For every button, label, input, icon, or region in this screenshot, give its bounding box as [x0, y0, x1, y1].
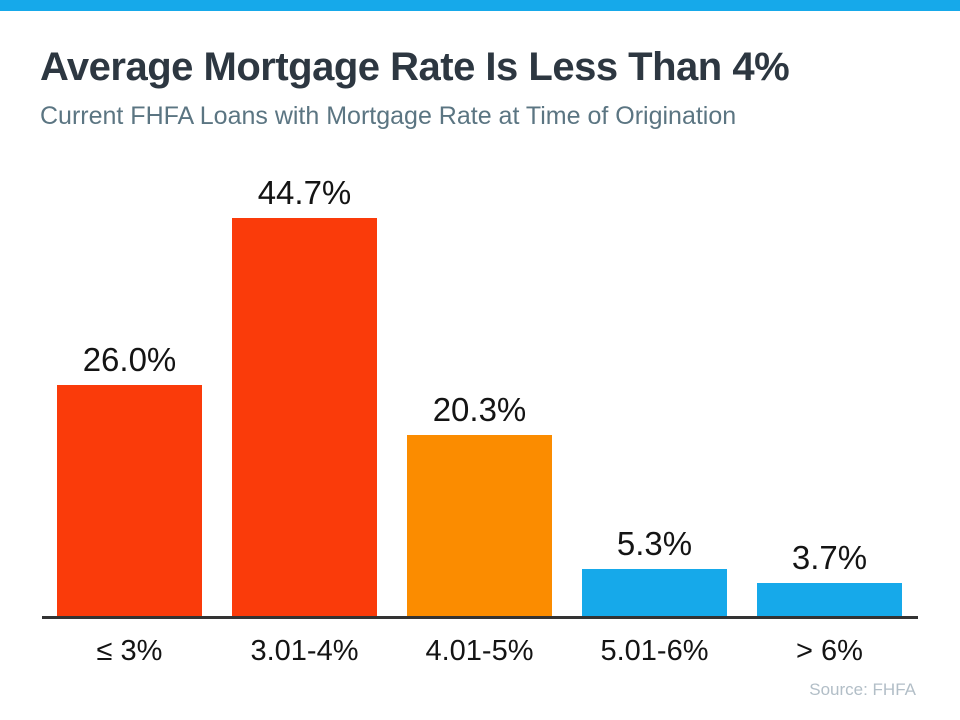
bar [582, 569, 727, 616]
bar-column: 3.7% [757, 538, 902, 616]
bar-value-label: 5.3% [616, 524, 693, 562]
source-note: Source: FHFA [809, 680, 916, 699]
header: Average Mortgage Rate Is Less Than 4% Cu… [40, 11, 920, 131]
bar-value-label: 20.3% [432, 390, 527, 428]
x-axis-tick-label: > 6% [796, 635, 863, 667]
bar-value-label: 26.0% [82, 340, 177, 378]
page-title: Average Mortgage Rate Is Less Than 4% [40, 45, 790, 89]
bars-row: 26.0% 44.7% 20.3% 5.3% 3.7% [42, 170, 918, 616]
bar [232, 218, 377, 616]
x-axis-tick-label: 5.01-6% [600, 635, 709, 667]
bar-value-label: 44.7% [257, 173, 352, 211]
x-axis-tick-label: 3.01-4% [250, 635, 359, 667]
x-axis-tick-label: ≤ 3% [96, 635, 163, 667]
bar-column: 5.3% [582, 524, 727, 616]
page-subtitle: Current FHFA Loans with Mortgage Rate at… [40, 102, 737, 130]
bar-chart: 26.0% 44.7% 20.3% 5.3% 3.7% ≤ 3% 3.01-4% 4.01-… [42, 170, 918, 668]
x-axis-tick-labels: ≤ 3% 3.01-4% 4.01-5% 5.01-6% > 6% [42, 619, 918, 668]
bar [57, 385, 202, 616]
bar-value-label: 3.7% [791, 538, 868, 576]
bar [757, 583, 902, 616]
bar [407, 435, 552, 616]
bar-column: 20.3% [407, 390, 552, 616]
bar-column: 44.7% [232, 173, 377, 616]
x-axis-line [42, 616, 918, 619]
x-axis-tick-label: 4.01-5% [425, 635, 534, 667]
top-accent-strip [0, 0, 960, 11]
bar-column: 26.0% [57, 340, 202, 616]
